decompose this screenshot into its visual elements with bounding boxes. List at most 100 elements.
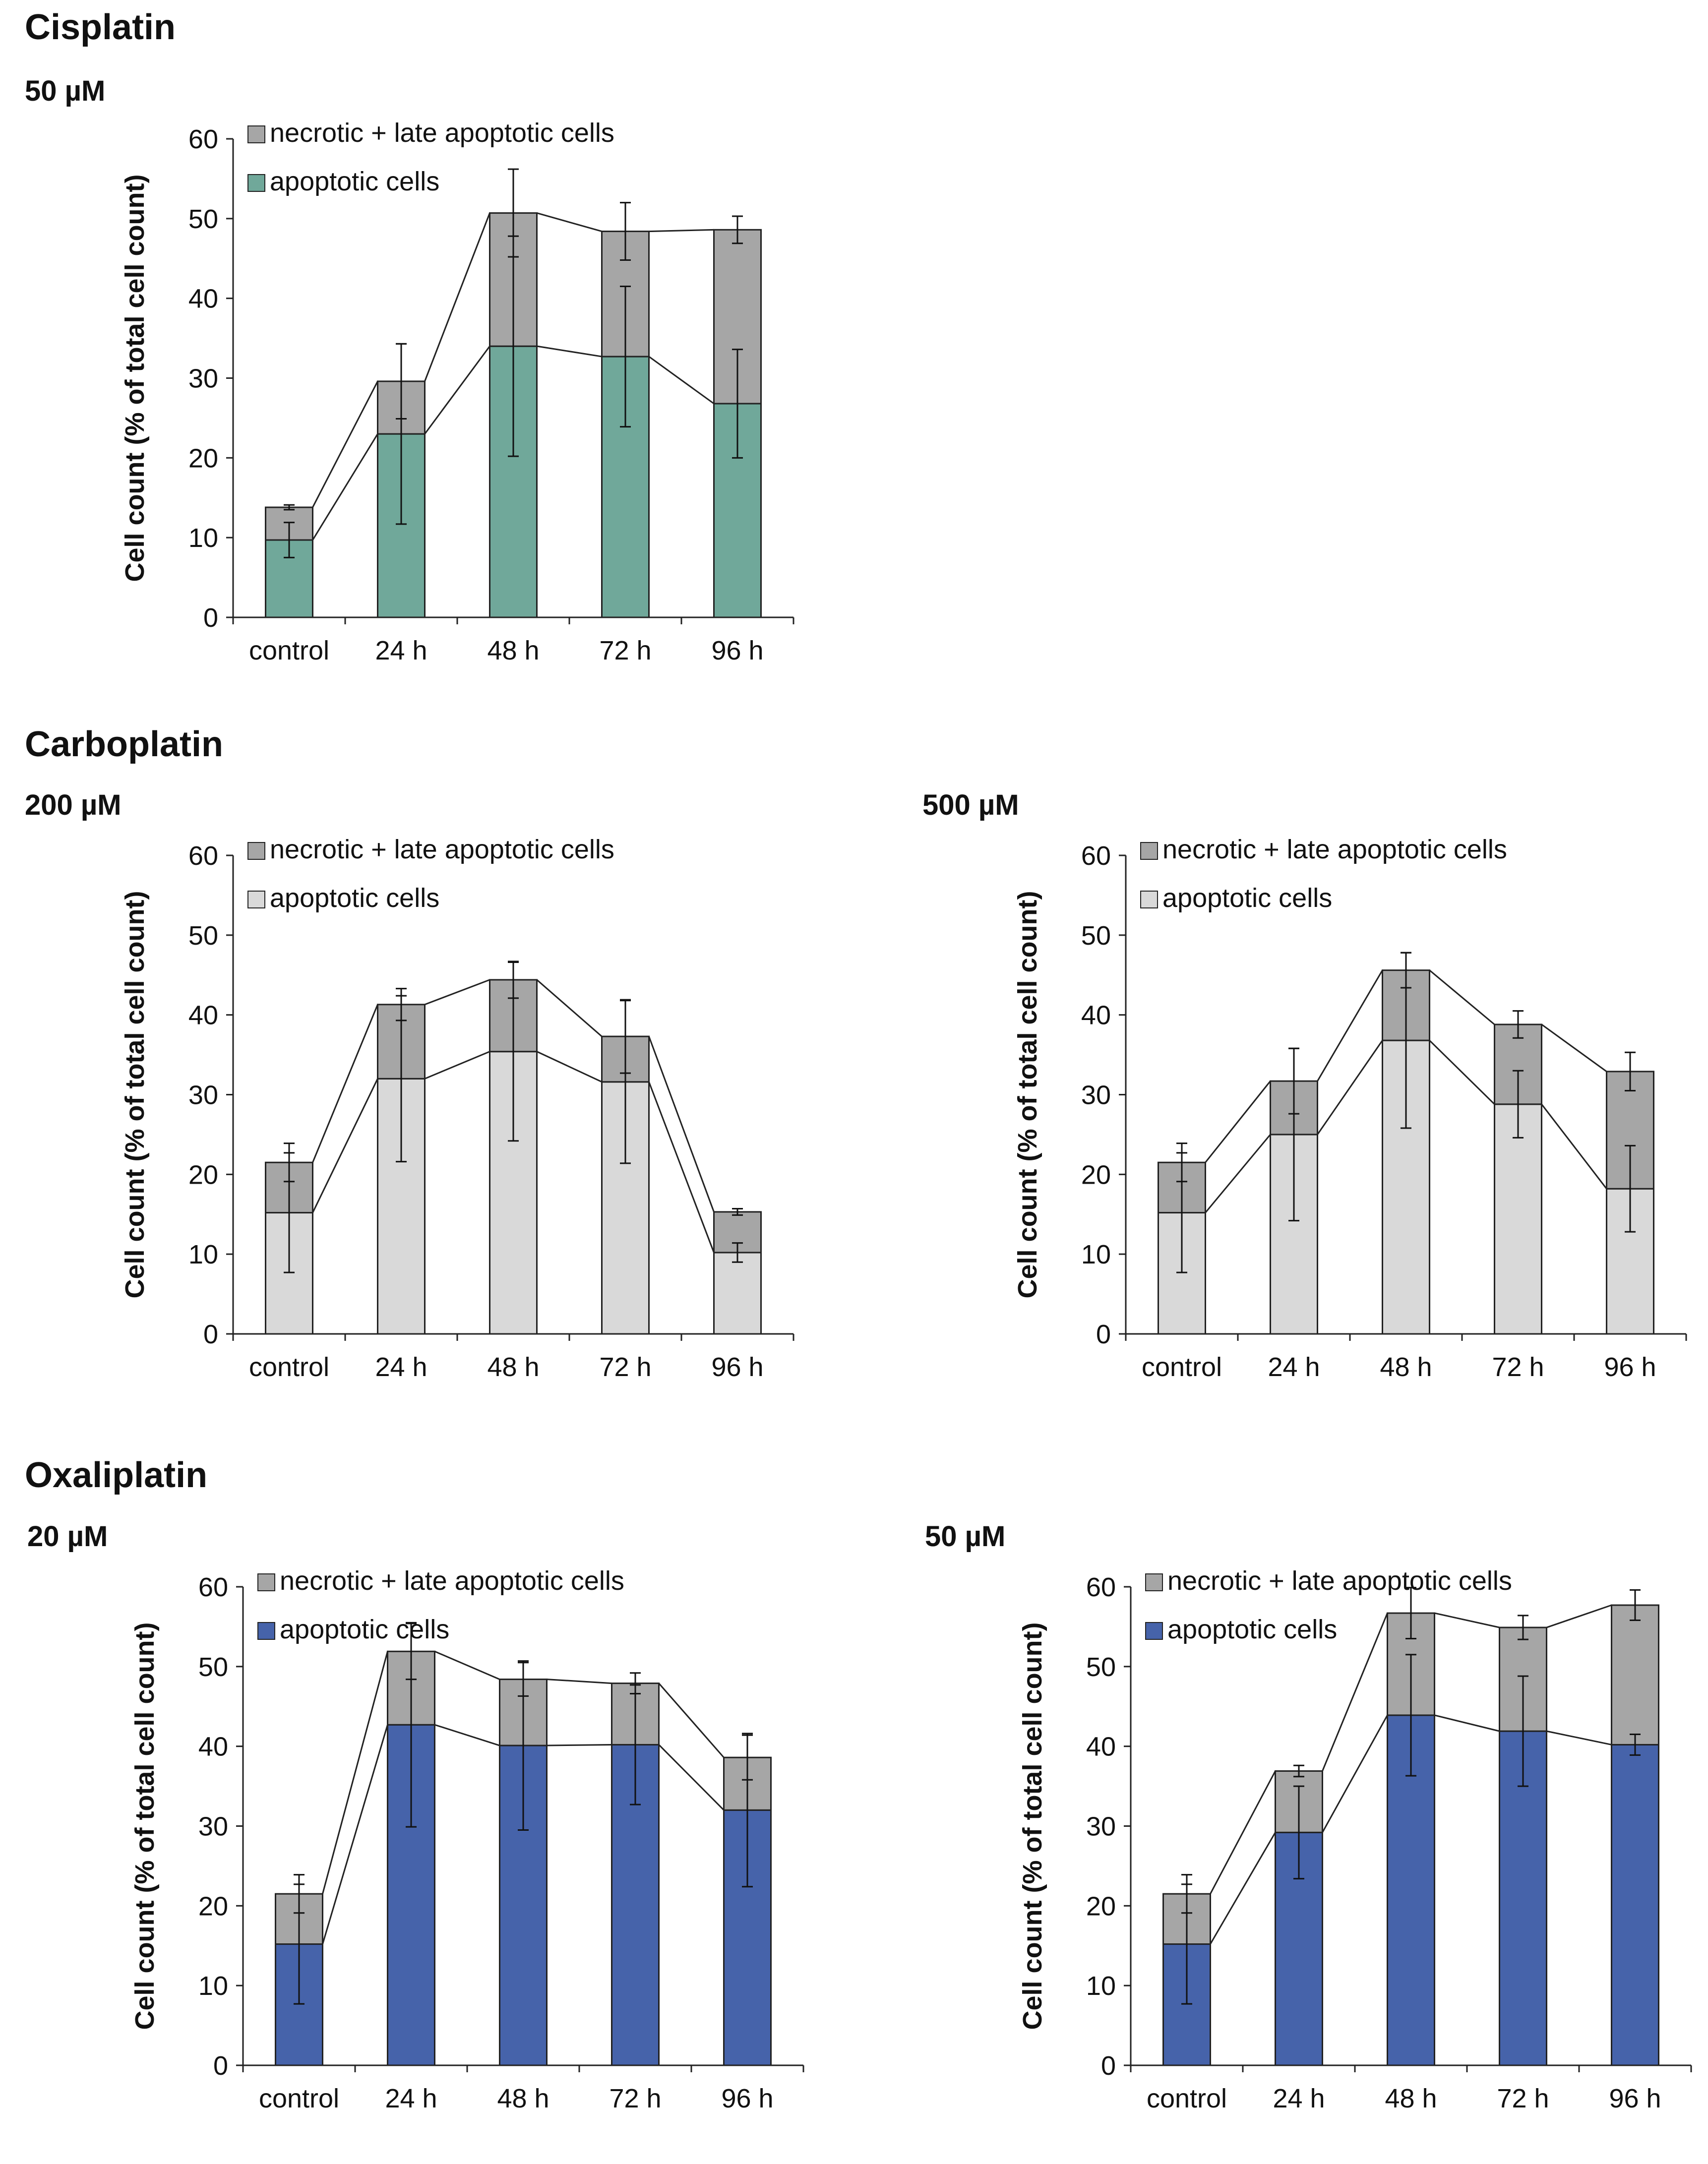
x-tick-label: 24 h: [1273, 2084, 1325, 2113]
y-tick-label: 50: [188, 204, 218, 234]
legend-label: necrotic + late apoptotic cells: [270, 835, 614, 864]
series-line-apoptotic: [1210, 1832, 1276, 1945]
series-line-apoptotic: [424, 1051, 490, 1080]
bar-apoptotic: [377, 433, 426, 618]
x-tick-label: 24 h: [375, 636, 427, 665]
x-tick-label: 48 h: [487, 636, 539, 665]
x-tick-label: 72 h: [599, 636, 651, 665]
oxaliplatin-heading: Oxaliplatin: [25, 1455, 208, 1495]
y-tick-label: 10: [188, 1240, 218, 1269]
legend-swatch: [247, 174, 265, 192]
cisplatin-50-dose-label: 50 µM: [25, 75, 106, 107]
y-tick-label: 40: [1081, 1001, 1111, 1030]
series-line-total: [1434, 1612, 1500, 1628]
series-line-apoptotic: [312, 433, 378, 541]
series-line-apoptotic: [1205, 1134, 1271, 1213]
bar-apoptotic: [1611, 1743, 1659, 2066]
series-line-total: [424, 213, 490, 382]
series-line-total: [1546, 1604, 1612, 1628]
series-line-total: [1541, 1023, 1607, 1073]
series-line-total: [649, 229, 714, 233]
y-tick-label: 60: [1086, 1572, 1116, 1602]
legend-label: necrotic + late apoptotic cells: [270, 118, 614, 148]
bar-apoptotic: [1387, 1714, 1435, 2066]
bar-apoptotic: [713, 1252, 762, 1335]
cisplatin-50-chart: 0 10 20 30 40 50 60 Cell count (% of total cell…: [120, 118, 794, 665]
legend-label: necrotic + late apoptotic cells: [1167, 1566, 1512, 1596]
series-line-total: [1317, 969, 1383, 1082]
y-tick-label: 20: [188, 443, 218, 473]
x-tick-label: 48 h: [487, 1352, 539, 1382]
legend-label: apoptotic cells: [1167, 1615, 1337, 1644]
y-tick-label: 30: [188, 364, 218, 394]
legend-swatch: [247, 842, 265, 860]
legend-swatch: [1145, 1622, 1163, 1640]
series-line-apoptotic: [648, 1082, 715, 1253]
x-tick-label: 72 h: [599, 1352, 651, 1382]
y-axis-label: Cell count (% of total cell count): [120, 175, 150, 582]
y-tick-label: 60: [188, 841, 218, 871]
series-line-total: [1322, 1613, 1388, 1772]
carboplatin-500-chart: 0 10 20 30 40 50 60 Cell count (% of total cell…: [1013, 835, 1687, 1382]
legend-swatch: [1140, 842, 1158, 860]
legend-label: apoptotic cells: [270, 167, 439, 196]
y-tick-label: 10: [198, 1971, 228, 2001]
y-tick-label: 40: [188, 1001, 218, 1030]
legend-swatch: [247, 125, 265, 143]
legend-swatch: [257, 1622, 275, 1640]
series-line-total: [648, 1036, 715, 1212]
x-tick-label: control: [249, 1352, 329, 1382]
x-tick-label: 48 h: [497, 2084, 549, 2113]
x-tick-label: 72 h: [1492, 1352, 1544, 1382]
y-tick-label: 50: [198, 1652, 228, 1682]
y-tick-label: 40: [1086, 1732, 1116, 1762]
legend-swatch: [1145, 1573, 1163, 1591]
cisplatin-heading: Cisplatin: [25, 7, 176, 47]
bar-apoptotic: [265, 539, 313, 618]
y-tick-label: 10: [1081, 1240, 1111, 1269]
y-tick-label: 60: [1081, 841, 1111, 871]
y-tick-label: 20: [188, 1160, 218, 1190]
y-tick-label: 20: [1081, 1160, 1111, 1190]
x-tick-label: 48 h: [1380, 1352, 1432, 1382]
series-line-apoptotic: [434, 1724, 500, 1746]
y-tick-label: 10: [188, 523, 218, 553]
x-tick-label: 72 h: [609, 2084, 661, 2113]
series-line-total: [547, 1679, 612, 1684]
y-tick-label: 60: [188, 124, 218, 154]
y-axis-label: Cell count (% of total cell count): [130, 1623, 160, 2030]
y-tick-label: 30: [188, 1081, 218, 1110]
bar-apoptotic: [265, 1212, 313, 1335]
carboplatin-200-dose-label: 200 µM: [25, 789, 122, 821]
series-line-total: [434, 1650, 500, 1680]
series-line-apoptotic: [1434, 1714, 1500, 1732]
legend-label: necrotic + late apoptotic cells: [280, 1566, 624, 1596]
y-tick-label: 0: [1096, 1320, 1111, 1349]
series-line-total: [424, 979, 490, 1006]
x-tick-label: 96 h: [721, 2084, 773, 2113]
y-tick-label: 0: [1101, 2051, 1116, 2081]
series-line-total: [537, 212, 602, 233]
series-line-apoptotic: [1541, 1103, 1607, 1190]
series-line-apoptotic: [537, 345, 602, 358]
x-tick-label: control: [259, 2084, 339, 2113]
legend-swatch: [1140, 891, 1158, 908]
series-line-apoptotic: [1317, 1040, 1383, 1135]
series-line-apoptotic: [1322, 1715, 1388, 1833]
series-line-total: [1210, 1770, 1276, 1894]
x-tick-label: 24 h: [1268, 1352, 1320, 1382]
series-line-total: [658, 1683, 725, 1758]
series-line-total: [1429, 969, 1495, 1025]
y-tick-label: 50: [188, 921, 218, 951]
y-tick-label: 50: [1081, 921, 1111, 951]
y-tick-label: 40: [188, 284, 218, 314]
x-tick-label: 48 h: [1385, 2084, 1437, 2113]
y-tick-label: 0: [203, 603, 218, 633]
series-line-total: [536, 979, 603, 1037]
carboplatin-200-chart: 0 10 20 30 40 50 60 Cell count (% of total cell…: [120, 835, 794, 1382]
legend-swatch: [257, 1573, 275, 1591]
x-tick-label: 96 h: [711, 636, 763, 665]
x-tick-label: 96 h: [1609, 2084, 1661, 2113]
bar-apoptotic: [1494, 1103, 1542, 1335]
series-line-apoptotic: [424, 346, 490, 434]
